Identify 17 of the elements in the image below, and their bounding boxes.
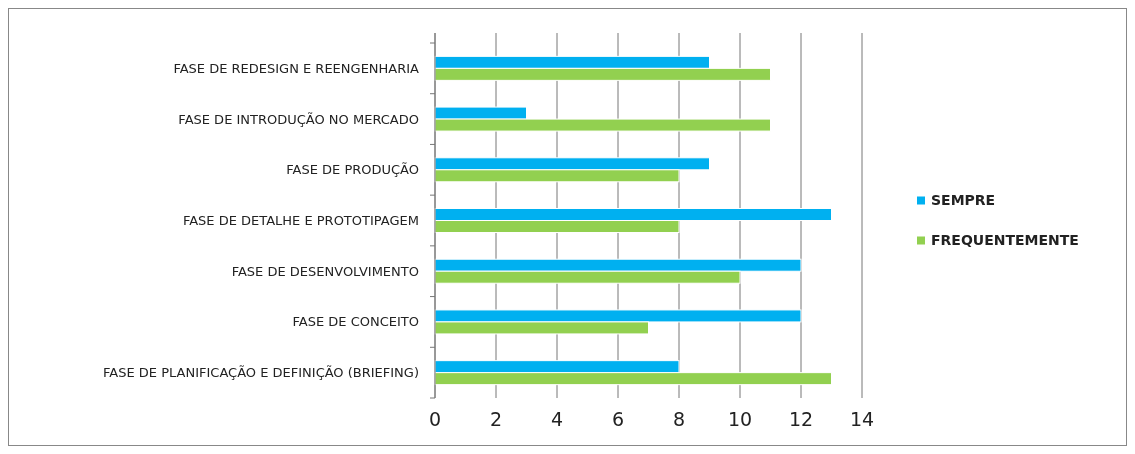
x-tick-label: 8 bbox=[672, 408, 686, 430]
x-tick-label: 12 bbox=[788, 408, 814, 430]
x-tick-label: 4 bbox=[550, 408, 564, 430]
legend-label: SEMPRE bbox=[931, 192, 996, 209]
x-tick-label: 14 bbox=[849, 408, 875, 430]
y-tick-label: FASE DE DESENVOLVIMENTO bbox=[231, 263, 419, 279]
x-tick-label: 0 bbox=[428, 408, 442, 430]
y-tick-label: FASE DE PRODUÇÃO bbox=[286, 162, 419, 178]
x-tick-label: 2 bbox=[489, 408, 503, 430]
legend-label: FREQUENTEMENTE bbox=[931, 232, 1079, 249]
y-tick-label: FASE DE PLANIFICAÇÃO E DEFINIÇÃO (BRIEFING) bbox=[103, 365, 419, 381]
x-tick-label: 10 bbox=[727, 408, 753, 430]
y-tick-label: FASE DE CONCEITO bbox=[292, 314, 419, 330]
y-tick-label: FASE DE DETALHE E PROTOTIPAGEM bbox=[182, 213, 419, 229]
y-tick-label: FASE DE REDESIGN E REENGENHARIA bbox=[173, 60, 420, 76]
y-tick-label: FASE DE INTRODUÇÃO NO MERCADO bbox=[178, 111, 419, 127]
x-tick-label: 6 bbox=[611, 408, 625, 430]
